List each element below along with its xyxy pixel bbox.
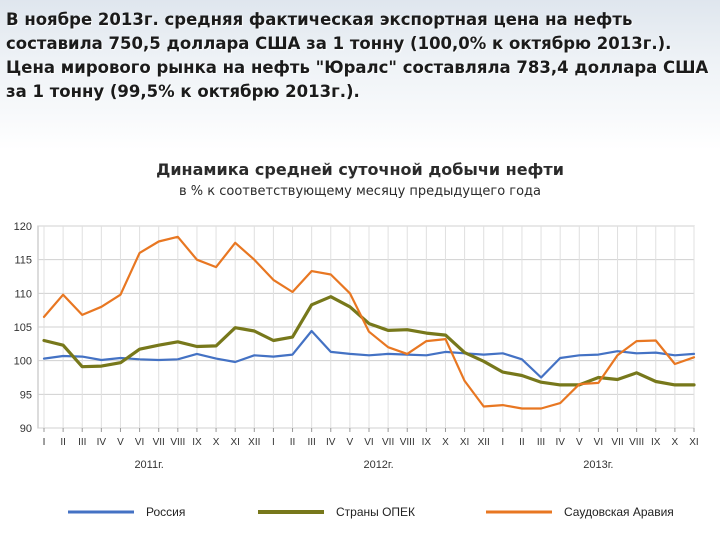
x-tick-label: VII — [153, 437, 165, 448]
x-tick-label: X — [672, 437, 679, 448]
x-tick-label: X — [213, 437, 220, 448]
legend-label: Саудовская Аравия — [564, 505, 674, 519]
x-tick-label: VI — [594, 437, 603, 448]
x-tick-label: III — [537, 437, 545, 448]
x-tick-label: V — [347, 437, 354, 448]
series-line-1 — [42, 295, 696, 387]
x-tick-label: I — [501, 437, 504, 448]
y-tick-label: 105 — [14, 322, 32, 334]
x-tick-label: XII — [478, 437, 490, 448]
x-tick-label: I — [272, 437, 275, 448]
legend-label: Россия — [146, 505, 185, 519]
x-tick-label: IX — [192, 437, 202, 448]
y-tick-label: 90 — [20, 423, 32, 435]
x-tick-label: II — [519, 437, 525, 448]
x-axis: I II III IV V VI VII VIII IX X XI XII I II III IV V VI VII… — [43, 428, 699, 471]
header-banner: В ноябре 2013г. средняя фактическая эксп… — [0, 0, 720, 150]
legend: Россия Страны ОПЕК Саудовская Аравия — [68, 505, 674, 519]
x-tick-label: VII — [611, 437, 623, 448]
x-tick-label: VI — [364, 437, 373, 448]
y-tick-label: 110 — [14, 288, 32, 300]
y-axis: 90 95 100 105 110 115 120 — [14, 221, 32, 435]
x-tick-label: VII — [382, 437, 394, 448]
x-tick-label: VIII — [400, 437, 415, 448]
x-tick-label: III — [307, 437, 315, 448]
x-tick-label: I — [43, 437, 46, 448]
x-year-label: 2013г. — [583, 459, 613, 471]
x-tick-label: XI — [689, 437, 698, 448]
x-tick-label: VI — [135, 437, 144, 448]
x-tick-label: IX — [651, 437, 661, 448]
x-tick-label: VIII — [170, 437, 185, 448]
x-tick-label: III — [78, 437, 86, 448]
x-tick-label: V — [117, 437, 124, 448]
x-tick-label: II — [60, 437, 66, 448]
x-tick-label: II — [290, 437, 296, 448]
series-lines — [42, 235, 696, 410]
x-tick-label: IV — [555, 437, 565, 448]
y-tick-label: 95 — [20, 389, 32, 401]
x-year-label: 2011г. — [134, 459, 163, 471]
legend-label: Страны ОПЕК — [336, 505, 415, 519]
x-tick-label: XI — [230, 437, 239, 448]
x-tick-label: XII — [248, 437, 260, 448]
series-line-0 — [42, 329, 696, 379]
y-tick-label: 115 — [14, 255, 32, 267]
y-tick-label: 120 — [14, 221, 32, 233]
grid — [38, 225, 695, 429]
y-tick-label: 100 — [14, 356, 32, 368]
header-text: В ноябре 2013г. средняя фактическая эксп… — [6, 10, 709, 101]
x-year-label: 2012г. — [363, 459, 393, 471]
x-tick-label: IV — [326, 437, 336, 448]
x-tick-label: V — [576, 437, 583, 448]
x-tick-label: X — [442, 437, 449, 448]
x-tick-label: IV — [97, 437, 107, 448]
x-tick-label: XI — [460, 437, 469, 448]
series-line-2 — [42, 235, 696, 410]
chart-subtitle: в % к соответствующему месяцу предыдущег… — [178, 184, 542, 199]
chart-title: Динамика средней суточной добычи нефти — [156, 160, 564, 179]
x-tick-label: VIII — [629, 437, 644, 448]
x-tick-label: IX — [422, 437, 432, 448]
